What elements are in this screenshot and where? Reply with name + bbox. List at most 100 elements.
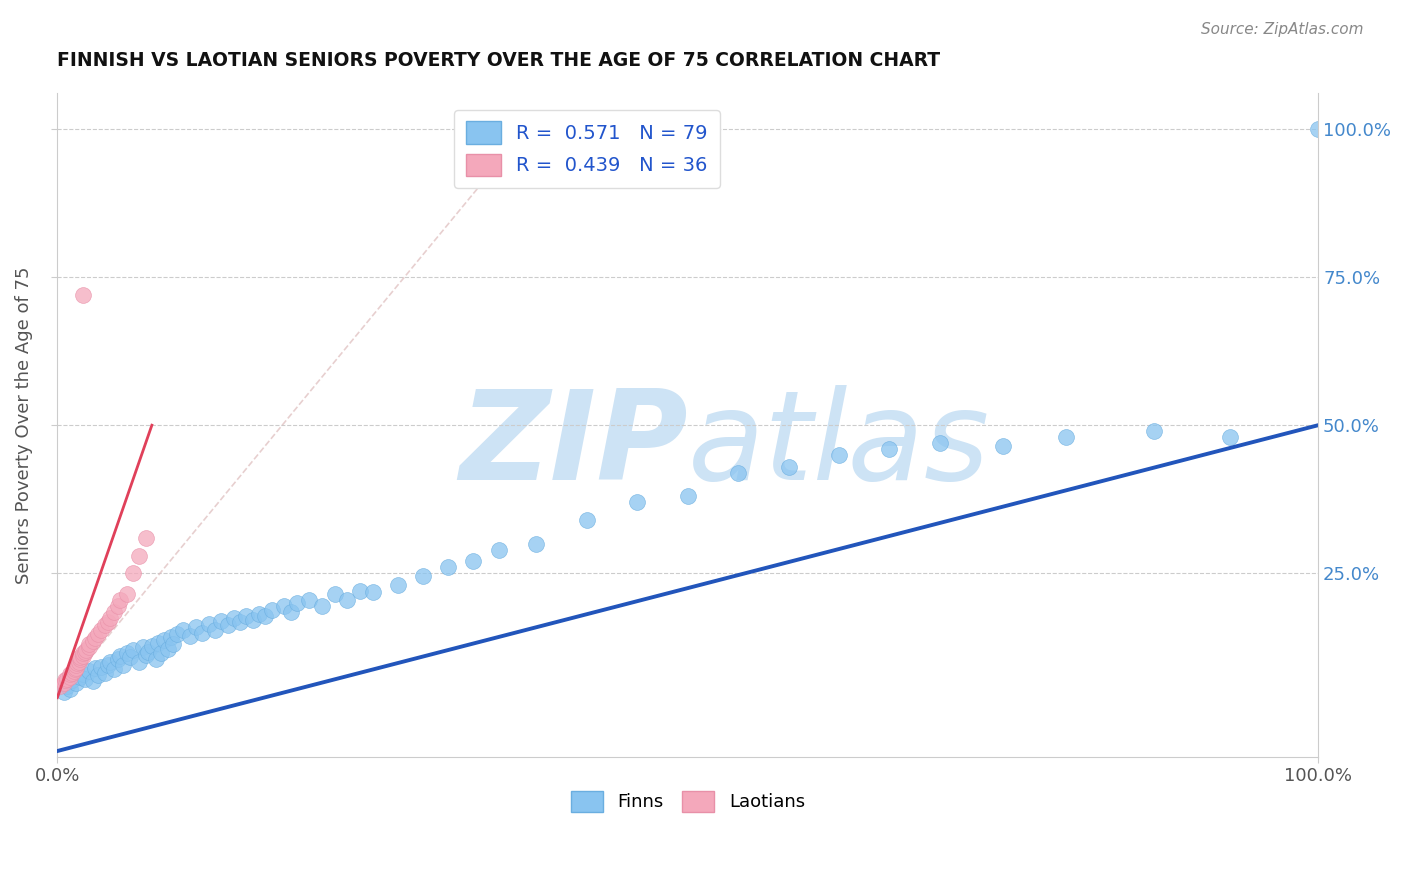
Point bbox=[727, 466, 749, 480]
Point bbox=[526, 537, 548, 551]
Point bbox=[488, 542, 510, 557]
Point bbox=[77, 664, 100, 678]
Point bbox=[229, 615, 252, 629]
Point bbox=[136, 644, 159, 658]
Point bbox=[209, 614, 232, 628]
Point bbox=[153, 632, 176, 647]
Point bbox=[73, 672, 96, 686]
Point bbox=[110, 593, 132, 607]
Point bbox=[172, 623, 194, 637]
Point bbox=[115, 646, 138, 660]
Point bbox=[75, 643, 97, 657]
Point bbox=[217, 618, 239, 632]
Point bbox=[86, 668, 108, 682]
Legend: Finns, Laotians: Finns, Laotians bbox=[561, 782, 814, 821]
Point bbox=[53, 673, 76, 687]
Point bbox=[77, 640, 100, 655]
Point bbox=[69, 650, 91, 665]
Point bbox=[626, 495, 648, 509]
Point bbox=[166, 626, 188, 640]
Point bbox=[84, 632, 107, 646]
Point bbox=[69, 670, 91, 684]
Point bbox=[107, 599, 129, 613]
Point bbox=[62, 665, 84, 680]
Point bbox=[72, 667, 94, 681]
Point bbox=[157, 642, 180, 657]
Point bbox=[778, 459, 800, 474]
Point bbox=[280, 605, 302, 619]
Point bbox=[991, 439, 1014, 453]
Point bbox=[247, 607, 270, 621]
Point bbox=[56, 679, 79, 693]
Point bbox=[254, 609, 277, 624]
Point bbox=[191, 625, 214, 640]
Point bbox=[86, 626, 108, 640]
Point bbox=[285, 596, 308, 610]
Point bbox=[59, 667, 82, 681]
Point bbox=[204, 623, 226, 637]
Point bbox=[52, 685, 75, 699]
Point bbox=[66, 657, 89, 671]
Point bbox=[184, 619, 207, 633]
Point bbox=[98, 655, 121, 669]
Point bbox=[128, 549, 150, 563]
Point bbox=[49, 679, 72, 693]
Point bbox=[298, 593, 321, 607]
Point bbox=[135, 531, 157, 545]
Point bbox=[128, 655, 150, 669]
Point bbox=[56, 672, 79, 686]
Point bbox=[65, 661, 87, 675]
Text: FINNISH VS LAOTIAN SENIORS POVERTY OVER THE AGE OF 75 CORRELATION CHART: FINNISH VS LAOTIAN SENIORS POVERTY OVER … bbox=[58, 51, 941, 70]
Point bbox=[412, 569, 434, 583]
Point bbox=[349, 584, 371, 599]
Point bbox=[120, 650, 142, 665]
Point bbox=[82, 634, 104, 648]
Point bbox=[97, 615, 120, 629]
Text: ZIP: ZIP bbox=[458, 384, 688, 506]
Point bbox=[179, 628, 201, 642]
Point bbox=[122, 566, 145, 581]
Point bbox=[69, 652, 91, 666]
Point bbox=[67, 655, 90, 669]
Point bbox=[222, 611, 245, 625]
Point bbox=[162, 637, 184, 651]
Point bbox=[132, 640, 155, 655]
Point bbox=[323, 587, 346, 601]
Point bbox=[77, 637, 100, 651]
Point bbox=[94, 665, 117, 680]
Point bbox=[97, 658, 120, 673]
Point bbox=[90, 623, 112, 637]
Point bbox=[437, 560, 460, 574]
Point bbox=[84, 661, 107, 675]
Text: atlas: atlas bbox=[688, 384, 990, 506]
Point bbox=[110, 649, 132, 664]
Point bbox=[260, 603, 283, 617]
Point bbox=[82, 674, 104, 689]
Point bbox=[59, 670, 82, 684]
Point bbox=[197, 616, 219, 631]
Point bbox=[146, 636, 169, 650]
Point bbox=[65, 676, 87, 690]
Point bbox=[72, 649, 94, 664]
Point bbox=[73, 644, 96, 658]
Point bbox=[828, 448, 851, 462]
Point bbox=[62, 673, 84, 687]
Point bbox=[1308, 122, 1330, 136]
Point bbox=[463, 554, 485, 568]
Point bbox=[65, 658, 87, 673]
Point bbox=[575, 513, 598, 527]
Y-axis label: Seniors Poverty Over the Age of 75: Seniors Poverty Over the Age of 75 bbox=[15, 267, 32, 584]
Point bbox=[311, 599, 333, 613]
Point bbox=[72, 288, 94, 302]
Point bbox=[1143, 424, 1166, 438]
Point bbox=[159, 630, 181, 644]
Point bbox=[1219, 430, 1241, 444]
Point bbox=[98, 611, 121, 625]
Point bbox=[59, 681, 82, 696]
Point bbox=[122, 643, 145, 657]
Point bbox=[111, 658, 134, 673]
Point bbox=[235, 609, 257, 624]
Point bbox=[52, 676, 75, 690]
Point bbox=[387, 578, 409, 592]
Point bbox=[90, 660, 112, 674]
